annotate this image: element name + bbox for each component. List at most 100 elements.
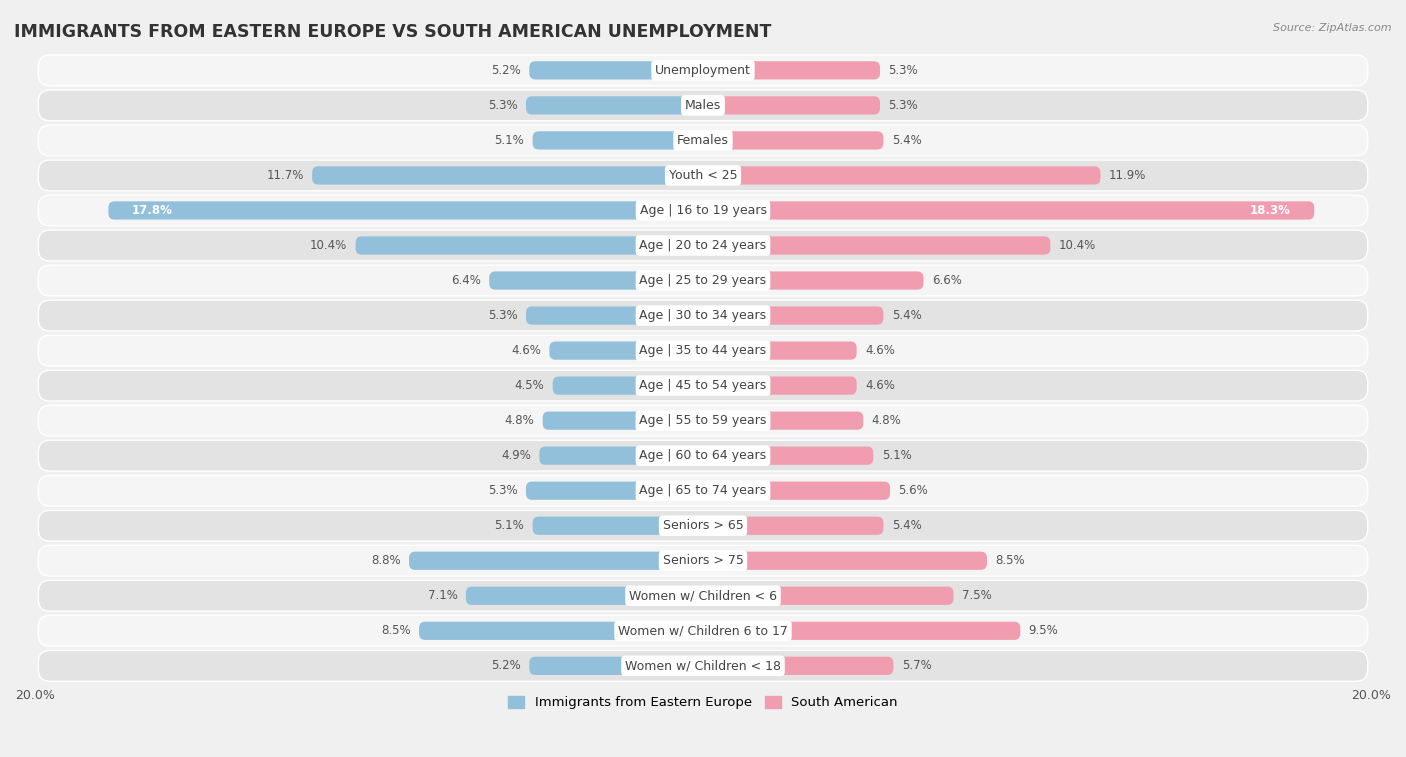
Text: 4.9%: 4.9% [501, 449, 531, 463]
FancyBboxPatch shape [38, 510, 1368, 541]
FancyBboxPatch shape [465, 587, 703, 605]
FancyBboxPatch shape [526, 481, 703, 500]
Text: 4.6%: 4.6% [865, 344, 894, 357]
FancyBboxPatch shape [703, 236, 1050, 254]
Text: 6.6%: 6.6% [932, 274, 962, 287]
Text: Age | 16 to 19 years: Age | 16 to 19 years [640, 204, 766, 217]
Text: Women w/ Children 6 to 17: Women w/ Children 6 to 17 [619, 625, 787, 637]
Text: 6.4%: 6.4% [451, 274, 481, 287]
FancyBboxPatch shape [38, 545, 1368, 576]
FancyBboxPatch shape [703, 587, 953, 605]
Text: Females: Females [678, 134, 728, 147]
Text: 5.3%: 5.3% [488, 484, 517, 497]
Text: 4.8%: 4.8% [505, 414, 534, 427]
FancyBboxPatch shape [38, 581, 1368, 611]
Text: Source: ZipAtlas.com: Source: ZipAtlas.com [1274, 23, 1392, 33]
Text: IMMIGRANTS FROM EASTERN EUROPE VS SOUTH AMERICAN UNEMPLOYMENT: IMMIGRANTS FROM EASTERN EUROPE VS SOUTH … [14, 23, 772, 41]
FancyBboxPatch shape [38, 195, 1368, 226]
FancyBboxPatch shape [553, 376, 703, 394]
FancyBboxPatch shape [703, 201, 1315, 220]
Text: Age | 30 to 34 years: Age | 30 to 34 years [640, 309, 766, 322]
FancyBboxPatch shape [550, 341, 703, 360]
FancyBboxPatch shape [540, 447, 703, 465]
Text: 4.5%: 4.5% [515, 379, 544, 392]
Text: Youth < 25: Youth < 25 [669, 169, 737, 182]
FancyBboxPatch shape [529, 657, 703, 675]
Text: 5.3%: 5.3% [488, 309, 517, 322]
Text: Males: Males [685, 99, 721, 112]
FancyBboxPatch shape [356, 236, 703, 254]
FancyBboxPatch shape [38, 300, 1368, 331]
FancyBboxPatch shape [409, 552, 703, 570]
FancyBboxPatch shape [703, 412, 863, 430]
FancyBboxPatch shape [533, 516, 703, 535]
Text: Age | 25 to 29 years: Age | 25 to 29 years [640, 274, 766, 287]
Text: 5.1%: 5.1% [882, 449, 911, 463]
Text: 5.3%: 5.3% [889, 64, 918, 77]
Text: 10.4%: 10.4% [309, 239, 347, 252]
Text: Unemployment: Unemployment [655, 64, 751, 77]
FancyBboxPatch shape [38, 55, 1368, 86]
FancyBboxPatch shape [38, 370, 1368, 401]
FancyBboxPatch shape [419, 621, 703, 640]
Text: 7.1%: 7.1% [427, 589, 457, 603]
Text: 8.8%: 8.8% [371, 554, 401, 567]
FancyBboxPatch shape [38, 405, 1368, 436]
FancyBboxPatch shape [38, 265, 1368, 296]
FancyBboxPatch shape [38, 335, 1368, 366]
Text: 10.4%: 10.4% [1059, 239, 1097, 252]
Text: Age | 60 to 64 years: Age | 60 to 64 years [640, 449, 766, 463]
Text: 5.3%: 5.3% [889, 99, 918, 112]
Text: Age | 55 to 59 years: Age | 55 to 59 years [640, 414, 766, 427]
Text: 11.7%: 11.7% [267, 169, 304, 182]
FancyBboxPatch shape [312, 167, 703, 185]
Text: 18.3%: 18.3% [1250, 204, 1291, 217]
FancyBboxPatch shape [108, 201, 703, 220]
FancyBboxPatch shape [38, 475, 1368, 506]
FancyBboxPatch shape [489, 272, 703, 290]
Text: 4.6%: 4.6% [865, 379, 894, 392]
FancyBboxPatch shape [38, 90, 1368, 121]
FancyBboxPatch shape [703, 272, 924, 290]
Text: 5.1%: 5.1% [495, 134, 524, 147]
FancyBboxPatch shape [703, 376, 856, 394]
Text: 8.5%: 8.5% [381, 625, 411, 637]
FancyBboxPatch shape [38, 230, 1368, 261]
Text: Women w/ Children < 18: Women w/ Children < 18 [626, 659, 780, 672]
Text: Age | 35 to 44 years: Age | 35 to 44 years [640, 344, 766, 357]
Text: 5.7%: 5.7% [901, 659, 932, 672]
FancyBboxPatch shape [703, 96, 880, 114]
Text: 11.9%: 11.9% [1109, 169, 1146, 182]
Text: Seniors > 65: Seniors > 65 [662, 519, 744, 532]
FancyBboxPatch shape [529, 61, 703, 79]
Text: 9.5%: 9.5% [1029, 625, 1059, 637]
FancyBboxPatch shape [38, 650, 1368, 681]
Text: 5.2%: 5.2% [491, 659, 522, 672]
FancyBboxPatch shape [703, 481, 890, 500]
Text: Age | 65 to 74 years: Age | 65 to 74 years [640, 484, 766, 497]
FancyBboxPatch shape [703, 341, 856, 360]
Text: 5.4%: 5.4% [891, 519, 921, 532]
FancyBboxPatch shape [703, 307, 883, 325]
Text: 4.6%: 4.6% [512, 344, 541, 357]
FancyBboxPatch shape [703, 131, 883, 150]
Legend: Immigrants from Eastern Europe, South American: Immigrants from Eastern Europe, South Am… [503, 690, 903, 715]
FancyBboxPatch shape [526, 307, 703, 325]
Text: 5.1%: 5.1% [495, 519, 524, 532]
Text: 5.3%: 5.3% [488, 99, 517, 112]
Text: 5.2%: 5.2% [491, 64, 522, 77]
Text: Age | 45 to 54 years: Age | 45 to 54 years [640, 379, 766, 392]
FancyBboxPatch shape [526, 96, 703, 114]
FancyBboxPatch shape [38, 125, 1368, 156]
Text: 4.8%: 4.8% [872, 414, 901, 427]
Text: 8.5%: 8.5% [995, 554, 1025, 567]
FancyBboxPatch shape [703, 447, 873, 465]
FancyBboxPatch shape [38, 615, 1368, 646]
FancyBboxPatch shape [703, 61, 880, 79]
Text: Seniors > 75: Seniors > 75 [662, 554, 744, 567]
Text: 5.6%: 5.6% [898, 484, 928, 497]
FancyBboxPatch shape [703, 167, 1101, 185]
Text: 5.4%: 5.4% [891, 134, 921, 147]
Text: Age | 20 to 24 years: Age | 20 to 24 years [640, 239, 766, 252]
FancyBboxPatch shape [38, 441, 1368, 471]
